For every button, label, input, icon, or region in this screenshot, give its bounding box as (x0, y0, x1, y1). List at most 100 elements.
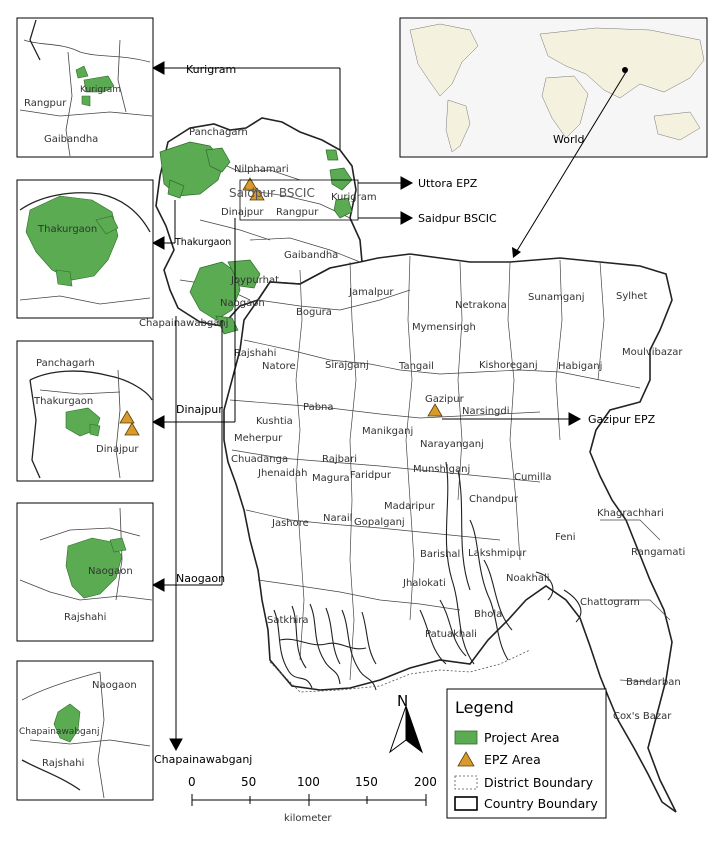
legend-item-district-boundary: District Boundary (484, 775, 594, 790)
svg-text:Patuakhali: Patuakhali (425, 629, 477, 640)
svg-text:Meherpur: Meherpur (234, 433, 283, 444)
svg-text:Panchagarh: Panchagarh (36, 358, 95, 369)
svg-text:Thakurgaon: Thakurgaon (33, 396, 93, 407)
svg-text:Narsingdi: Narsingdi (462, 406, 510, 417)
svg-text:Gazipur: Gazipur (425, 394, 465, 405)
svg-text:Mymensingh: Mymensingh (412, 322, 476, 333)
svg-text:Satkhira: Satkhira (267, 615, 309, 626)
svg-text:Gaibandha: Gaibandha (284, 250, 338, 261)
inset-chapainawabganj: Naogaon Chapainawabganj Rajshahi (16, 660, 154, 801)
legend-country-swatch (454, 796, 478, 811)
svg-text:Bogura: Bogura (296, 307, 332, 318)
callout-thakurgaon: Thakurgaon (174, 237, 231, 248)
svg-text:Gopalganj: Gopalganj (354, 517, 405, 528)
legend-title: Legend (455, 698, 514, 717)
svg-text:Thakurgaon: Thakurgaon (37, 224, 97, 235)
svg-text:Kishoreganj: Kishoreganj (479, 360, 538, 371)
svg-text:Magura: Magura (312, 473, 350, 484)
svg-text:Nilphamari: Nilphamari (234, 164, 289, 175)
svg-text:Saidpur BSCIC: Saidpur BSCIC (229, 186, 315, 200)
svg-text:Chandpur: Chandpur (469, 494, 519, 505)
svg-text:Netrakona: Netrakona (455, 300, 507, 311)
callout-kurigram: Kurigram (186, 63, 236, 76)
svg-text:Jhalokati: Jhalokati (402, 578, 446, 589)
svg-text:Rangpur: Rangpur (24, 98, 67, 109)
svg-text:Panchagarh: Panchagarh (189, 127, 248, 138)
inset-naogaon: Naogaon Rajshahi (16, 502, 154, 642)
svg-text:Khagrachhari: Khagrachhari (597, 508, 664, 519)
callout-naogaon: Naogaon (176, 572, 225, 585)
legend-project-swatch (454, 730, 478, 745)
project-areas-main (159, 141, 353, 335)
svg-text:Jashore: Jashore (271, 518, 309, 529)
svg-text:Rangamati: Rangamati (631, 547, 685, 558)
north-label: N (397, 692, 408, 710)
svg-text:Habiganj: Habiganj (558, 361, 602, 372)
north-arrow (388, 705, 424, 754)
legend-item-country-boundary: Country Boundary (484, 796, 598, 811)
legend-district-swatch (454, 775, 478, 790)
inset-kurigram: Kurigram Rangpur Gaibandha (16, 17, 154, 158)
callout-uttora-epz: Uttora EPZ (418, 177, 478, 190)
scale-tick-0: 0 (188, 775, 196, 789)
legend-item-epz-area: EPZ Area (484, 752, 541, 767)
svg-text:Bandarban: Bandarban (626, 677, 681, 688)
scale-tick-150: 150 (355, 775, 378, 789)
district-labels: Panchagarh Nilphamari Saidpur BSCIC Dina… (139, 127, 685, 722)
svg-text:Rajshahi: Rajshahi (64, 612, 106, 623)
inset-dinajpur: Panchagarh Thakurgaon Dinajpur (16, 340, 154, 482)
svg-text:Madaripur: Madaripur (384, 501, 436, 512)
svg-text:Chapainawabganj: Chapainawabganj (139, 318, 228, 329)
svg-text:Dinajpur: Dinajpur (221, 207, 264, 218)
svg-text:Cox's Bazar: Cox's Bazar (613, 711, 672, 722)
svg-text:Joypurhat: Joypurhat (230, 275, 279, 286)
svg-text:Faridpur: Faridpur (350, 470, 392, 481)
svg-text:Rajbari: Rajbari (322, 454, 357, 465)
callout-gazipur-epz: Gazipur EPZ (588, 413, 656, 426)
world-location-marker (622, 67, 628, 73)
svg-text:Kurigram: Kurigram (80, 85, 121, 95)
svg-text:Kushtia: Kushtia (256, 416, 293, 427)
svg-text:Chattogram: Chattogram (580, 597, 640, 608)
svg-text:Rangpur: Rangpur (276, 207, 319, 218)
svg-text:Lakshmipur: Lakshmipur (468, 548, 527, 559)
svg-text:Bhola: Bhola (474, 609, 502, 620)
inset-thakurgaon: Thakurgaon (16, 179, 154, 319)
svg-text:Rajshahi: Rajshahi (234, 348, 276, 359)
legend (446, 688, 607, 819)
svg-text:Dinajpur: Dinajpur (96, 444, 139, 455)
svg-text:Manikganj: Manikganj (362, 426, 413, 437)
svg-text:Jhenaidah: Jhenaidah (257, 468, 308, 479)
svg-text:Narayanganj: Narayanganj (420, 439, 484, 450)
callout-dinajpur: Dinajpur (176, 403, 223, 416)
legend-epz-swatch (457, 751, 475, 767)
svg-text:Feni: Feni (555, 532, 575, 543)
scale-tick-100: 100 (297, 775, 320, 789)
scale-tick-50: 50 (241, 775, 256, 789)
svg-text:Kurigram: Kurigram (331, 192, 377, 203)
callout-chapainawabganj: Chapainawabganj (154, 753, 252, 766)
legend-item-project-area: Project Area (484, 730, 560, 745)
svg-text:Pabna: Pabna (303, 402, 334, 413)
epz-markers-main (242, 177, 443, 417)
callout-saidpur-bscic: Saidpur BSCIC (418, 212, 497, 225)
svg-text:Sunamganj: Sunamganj (528, 292, 584, 303)
scale-bar (191, 794, 427, 806)
svg-text:Noakhali: Noakhali (506, 573, 550, 584)
svg-text:Natore: Natore (262, 361, 296, 372)
svg-text:Moulvibazar: Moulvibazar (622, 347, 683, 358)
svg-text:Naogaon: Naogaon (88, 566, 133, 577)
svg-text:Sylhet: Sylhet (616, 291, 648, 302)
scale-unit: kilometer (284, 813, 332, 824)
svg-text:Narail: Narail (323, 513, 352, 524)
world-label: World (553, 133, 585, 146)
svg-text:Chapainawabganj: Chapainawabganj (19, 727, 99, 737)
scale-tick-200: 200 (414, 775, 437, 789)
svg-text:Naogaon: Naogaon (220, 298, 265, 309)
svg-text:Chuadanga: Chuadanga (231, 454, 288, 465)
svg-text:Cumilla: Cumilla (514, 472, 552, 483)
callouts (151, 61, 582, 752)
svg-text:Naogaon: Naogaon (92, 680, 137, 691)
svg-text:Jamalpur: Jamalpur (348, 287, 394, 298)
